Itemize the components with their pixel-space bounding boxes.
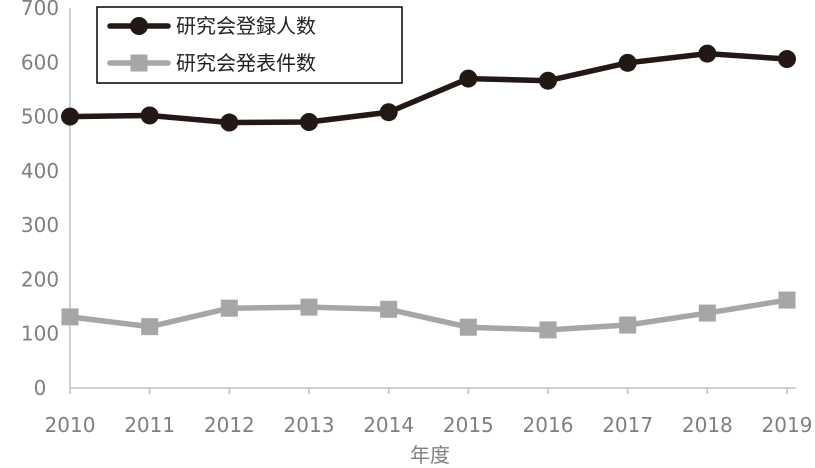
data-point-circle: [459, 69, 478, 88]
data-point-circle: [778, 50, 796, 69]
data-point-square: [141, 318, 159, 336]
data-point-square: [539, 321, 557, 339]
data-point-circle: [379, 103, 398, 122]
data-point-circle: [220, 113, 239, 132]
data-point-circle: [698, 44, 717, 63]
data-point-square: [300, 298, 318, 316]
series-2: [61, 291, 796, 339]
legend-box: [96, 6, 403, 84]
data-point-circle: [140, 106, 159, 125]
y-tick-label: 300: [21, 213, 59, 237]
y-tick-label: 400: [21, 159, 59, 183]
y-tick-label: 200: [21, 267, 59, 291]
y-tick-label: 500: [21, 105, 59, 129]
x-tick-label: 2016: [523, 413, 574, 437]
x-tick-label: 2012: [204, 413, 255, 437]
x-axis-title: 年度: [410, 443, 450, 467]
x-tick-label: 2017: [602, 413, 653, 437]
data-point-square: [61, 308, 79, 326]
x-tick-label: 2014: [363, 413, 414, 437]
legend-marker-circle: [130, 17, 148, 35]
y-tick-label: 0: [34, 376, 47, 400]
data-point-square: [698, 304, 716, 322]
legend-label: 研究会発表件数: [176, 51, 316, 75]
data-point-square: [220, 299, 238, 317]
data-point-circle: [539, 71, 557, 90]
series-layer: [61, 44, 796, 339]
data-point-circle: [300, 113, 318, 131]
data-point-square: [380, 300, 398, 318]
x-tick-label: 2018: [682, 413, 733, 437]
y-tick-label: 100: [21, 322, 59, 346]
data-point-circle: [61, 107, 79, 126]
data-point-circle: [618, 53, 637, 72]
x-tick-label: 2013: [284, 413, 335, 437]
x-tick-labels: 2010 2011 2012 2013 2014 2015 2016 2017 2018 2019: [45, 388, 813, 437]
y-tick-label: 700: [21, 0, 59, 20]
x-tick-label: 2011: [124, 413, 175, 437]
series-1: [61, 44, 796, 132]
data-point-square: [459, 318, 477, 336]
legend-marker-square: [130, 54, 148, 72]
data-point-square: [619, 316, 637, 334]
series-line: [67, 297, 790, 333]
legend-label: 研究会登録人数: [176, 14, 316, 38]
y-tick-label: 600: [21, 50, 59, 74]
data-point-square: [778, 291, 796, 309]
x-tick-label: 2015: [443, 413, 494, 437]
x-tick-label: 2019: [762, 413, 813, 437]
series-line: [67, 50, 790, 126]
y-tick-labels: 0 100 200 300 400 500 600 700: [21, 0, 59, 400]
x-tick-label: 2010: [45, 413, 96, 437]
